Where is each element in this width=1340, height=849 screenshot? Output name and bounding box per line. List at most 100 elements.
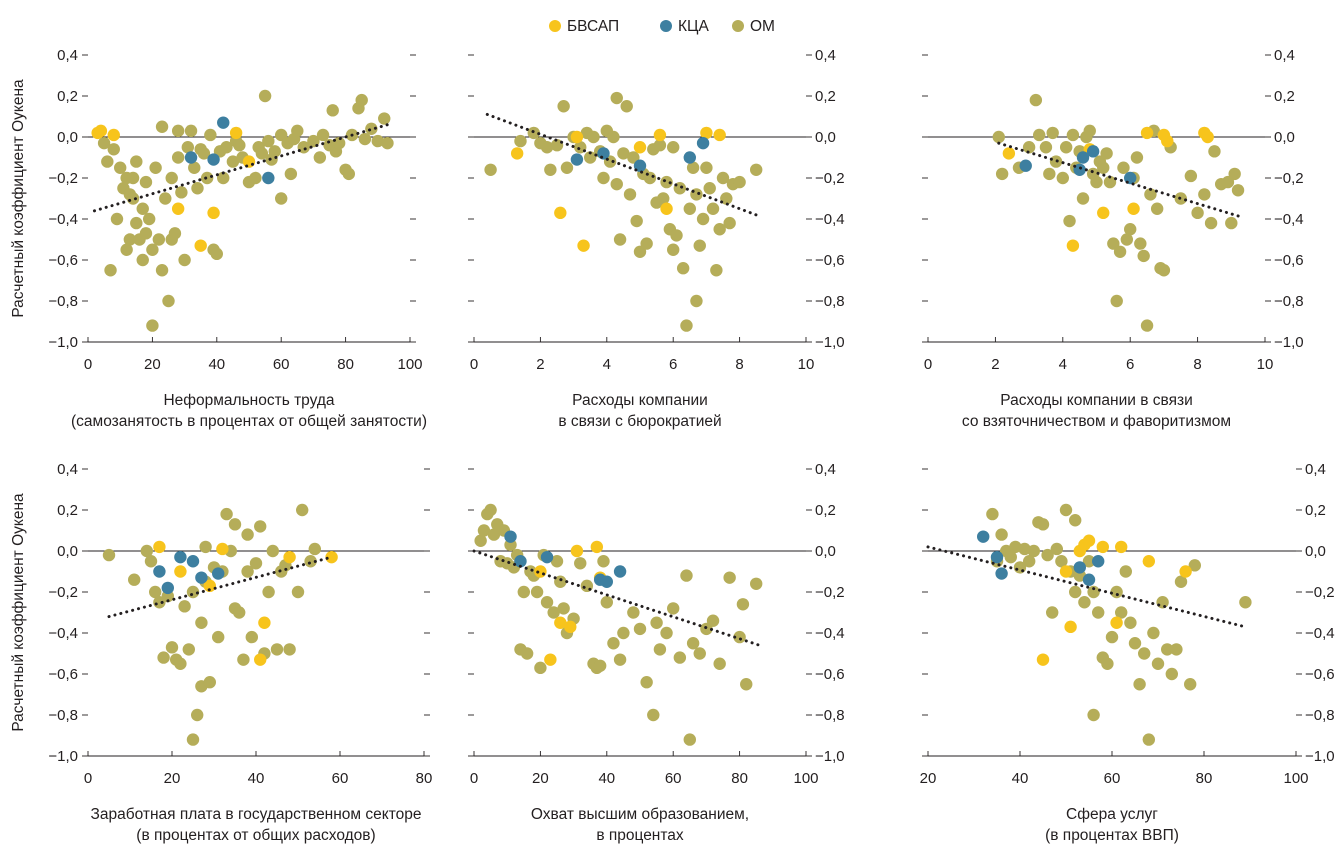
x-tick-label: 20 bbox=[920, 770, 937, 787]
x-tick-label: 0 bbox=[470, 770, 478, 787]
data-point-bvsap bbox=[174, 565, 187, 578]
data-point-om bbox=[110, 212, 124, 226]
data-point-om bbox=[140, 544, 153, 558]
data-point-om bbox=[186, 733, 200, 746]
data-point-om bbox=[1142, 733, 1156, 746]
data-point-om bbox=[1100, 147, 1113, 160]
series-bvsap bbox=[1002, 126, 1214, 252]
y-tick-label: −0,2 bbox=[815, 584, 845, 601]
data-point-om bbox=[673, 651, 687, 664]
chart-panel-4: 0 20 40 60 80 −1,0 −0,8 −0,6 −0,4 −0,2 0,0 0,2 0,4 Ра… bbox=[10, 461, 432, 844]
data-point-om bbox=[291, 124, 304, 138]
data-point-kca bbox=[570, 153, 584, 166]
data-point-bvsap bbox=[1110, 616, 1123, 629]
data-point-om bbox=[660, 626, 673, 640]
data-point-bvsap bbox=[1002, 147, 1016, 160]
data-point-om bbox=[165, 171, 178, 185]
x-tick-label: 8 bbox=[735, 356, 743, 373]
x-axis-title-line: (в процентах от общих расходов) bbox=[136, 827, 375, 844]
data-point-om bbox=[487, 528, 501, 541]
data-point-om bbox=[700, 161, 713, 174]
data-point-om bbox=[199, 540, 212, 554]
data-point-om bbox=[102, 548, 116, 562]
data-point-bvsap bbox=[534, 565, 547, 578]
data-point-om bbox=[304, 555, 317, 568]
y-tick-label: −0,2 bbox=[815, 170, 845, 187]
y-tick-label: 0,0 bbox=[815, 129, 836, 146]
data-point-bvsap bbox=[203, 579, 216, 593]
data-point-om bbox=[686, 637, 700, 650]
series-kca bbox=[570, 136, 710, 172]
x-tick-label: 6 bbox=[1126, 356, 1134, 373]
data-point-bvsap bbox=[258, 616, 271, 629]
x-axis-title-line: Неформальность труда bbox=[163, 392, 334, 409]
x-axis-title-line: (в процентах ВВП) bbox=[1045, 827, 1179, 844]
x-tick-label: 6 bbox=[669, 356, 677, 373]
data-point-om bbox=[146, 319, 159, 332]
data-point-om bbox=[1188, 559, 1202, 572]
x-axis-title-line: Расходы компании bbox=[572, 392, 708, 409]
data-point-bvsap bbox=[283, 550, 296, 564]
data-point-om bbox=[365, 122, 378, 135]
data-point-om bbox=[610, 91, 623, 105]
data-point-om bbox=[270, 643, 284, 656]
data-point-om bbox=[560, 161, 574, 174]
data-point-om bbox=[1170, 643, 1183, 656]
y-tick-label: −0,6 bbox=[48, 666, 78, 683]
data-point-om bbox=[165, 641, 179, 654]
x-tick-label: 100 bbox=[793, 770, 818, 787]
data-point-om bbox=[178, 253, 191, 267]
data-point-om bbox=[1110, 585, 1123, 599]
data-point-bvsap bbox=[653, 128, 667, 142]
data-point-kca bbox=[683, 151, 696, 164]
data-point-om bbox=[1092, 606, 1105, 619]
data-point-om bbox=[1078, 596, 1091, 609]
data-point-om bbox=[995, 528, 1008, 541]
data-point-kca bbox=[1019, 159, 1032, 172]
data-point-om bbox=[593, 659, 607, 672]
data-point-kca bbox=[186, 555, 200, 568]
data-point-kca bbox=[995, 567, 1008, 580]
data-point-om bbox=[610, 177, 623, 191]
data-point-om bbox=[1110, 294, 1123, 308]
series-om bbox=[484, 91, 763, 332]
data-point-om bbox=[123, 233, 137, 246]
data-point-bvsap bbox=[194, 239, 207, 252]
data-point-kca bbox=[153, 565, 166, 578]
data-point-om bbox=[152, 233, 166, 246]
data-point-om bbox=[1147, 626, 1160, 640]
data-point-om bbox=[706, 614, 720, 627]
x-tick-label: 40 bbox=[1012, 770, 1029, 787]
data-point-om bbox=[1082, 555, 1096, 568]
data-point-om bbox=[1191, 206, 1204, 220]
data-point-bvsap bbox=[570, 130, 584, 144]
y-tick-label: −0,8 bbox=[815, 707, 845, 724]
data-point-om bbox=[268, 145, 281, 158]
data-point-om bbox=[1137, 249, 1150, 263]
data-point-om bbox=[1069, 585, 1082, 599]
data-point-om bbox=[371, 134, 384, 148]
data-point-om bbox=[1022, 555, 1036, 568]
y-tick-label: 0,4 bbox=[815, 47, 836, 64]
data-point-om bbox=[534, 661, 547, 675]
data-point-bvsap bbox=[1127, 202, 1140, 215]
data-point-bvsap bbox=[700, 126, 713, 140]
x-tick-label: 80 bbox=[337, 356, 354, 373]
y-tick-label: −0,4 bbox=[815, 625, 845, 642]
y-axis-title: Расчетный коэффициент Оукена bbox=[10, 79, 27, 318]
data-point-om bbox=[139, 175, 153, 189]
data-point-om bbox=[1043, 167, 1056, 181]
data-point-bvsap bbox=[1115, 540, 1128, 554]
x-tick-label: 60 bbox=[332, 770, 349, 787]
data-point-om bbox=[1156, 596, 1169, 609]
data-point-om bbox=[613, 233, 627, 246]
data-point-om bbox=[633, 245, 647, 258]
data-point-om bbox=[1133, 678, 1146, 691]
data-point-bvsap bbox=[216, 542, 229, 556]
data-point-om bbox=[1161, 643, 1174, 656]
data-point-om bbox=[130, 155, 143, 168]
y-tick-label: −0,2 bbox=[48, 170, 78, 187]
data-point-om bbox=[262, 585, 275, 599]
data-point-om bbox=[1174, 575, 1188, 588]
data-point-om bbox=[210, 247, 223, 261]
